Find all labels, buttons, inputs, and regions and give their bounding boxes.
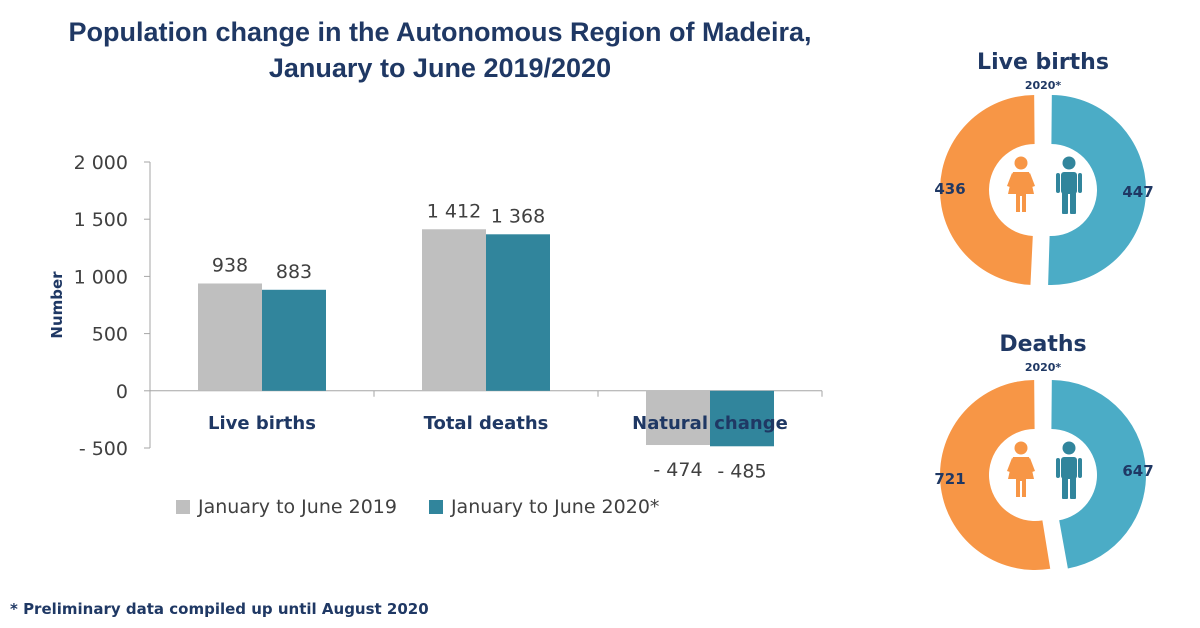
live-births-donut: [939, 95, 1146, 285]
y-tick-label: 0: [116, 381, 128, 403]
legend-swatch-2020: [428, 500, 443, 514]
x-category-label: Total deaths: [424, 413, 549, 434]
female-person-icon: [1007, 156, 1035, 212]
legend-label-2019: January to June 2019: [198, 496, 397, 518]
bar-value-label: - 474: [653, 459, 702, 481]
live-births-title: Live births: [977, 50, 1109, 75]
deaths-female-value: 721: [934, 470, 966, 488]
bar-2019: [198, 283, 262, 391]
donut-slice-female: [940, 380, 1051, 570]
y-tick-label: 500: [92, 324, 128, 346]
bar-2019: [422, 229, 486, 391]
x-category-label: Live births: [208, 413, 316, 434]
footnote: * Preliminary data compiled up until Aug…: [10, 600, 429, 618]
bar-value-label: - 485: [717, 460, 766, 482]
bar-2020: [710, 390, 774, 447]
bar-value-label: 938: [212, 254, 248, 276]
deaths-title: Deaths: [999, 332, 1087, 357]
bar-2020: [486, 234, 550, 391]
bar-2019: [646, 390, 710, 446]
legend: January to June 2019 January to June 202…: [176, 496, 659, 518]
deaths-panel: Deaths 2020* 721 647: [918, 332, 1168, 570]
male-person-icon: [1056, 441, 1082, 499]
legend-item-2019: January to June 2019: [176, 496, 397, 518]
x-category-label: Natural change: [632, 413, 788, 434]
deaths-year: 2020*: [1024, 361, 1062, 374]
male-person-icon: [1056, 156, 1082, 214]
title-line-1: Population change in the Autonomous Regi…: [68, 17, 812, 47]
title-line-2: January to June 2019/2020: [268, 53, 612, 83]
y-tick-label: 2 000: [74, 152, 128, 174]
live-births-panel: Live births 2020* 436 447: [918, 50, 1168, 285]
donut-slice-female: [939, 95, 1035, 285]
legend-item-2020: January to June 2020*: [428, 496, 660, 518]
live-births-female-value: 436: [934, 180, 966, 198]
bar-value-label: 1 368: [491, 205, 545, 227]
y-axis-label: Number: [48, 271, 66, 339]
live-births-year: 2020*: [1024, 79, 1062, 92]
donut-slice-male: [1048, 95, 1146, 285]
bar-chart: - 500 0 500 1 000 1 500 2 000 938 883 Live birth…: [74, 152, 823, 482]
y-tick-label: 1 000: [74, 266, 128, 288]
bar-2020: [262, 289, 326, 391]
female-person-icon: [1007, 441, 1035, 497]
bar-value-label: 883: [276, 261, 312, 283]
deaths-donut: [940, 380, 1146, 570]
legend-swatch-2019: [176, 500, 190, 514]
y-tick-label: 1 500: [74, 209, 128, 231]
legend-label-2020: January to June 2020*: [450, 496, 660, 518]
y-tick-label: - 500: [79, 438, 128, 460]
deaths-male-value: 647: [1122, 462, 1154, 480]
chart-title: Population change in the Autonomous Regi…: [0, 14, 880, 86]
live-births-male-value: 447: [1122, 183, 1154, 201]
donut-slice-male: [1051, 380, 1146, 569]
bar-value-label: 1 412: [427, 200, 481, 222]
